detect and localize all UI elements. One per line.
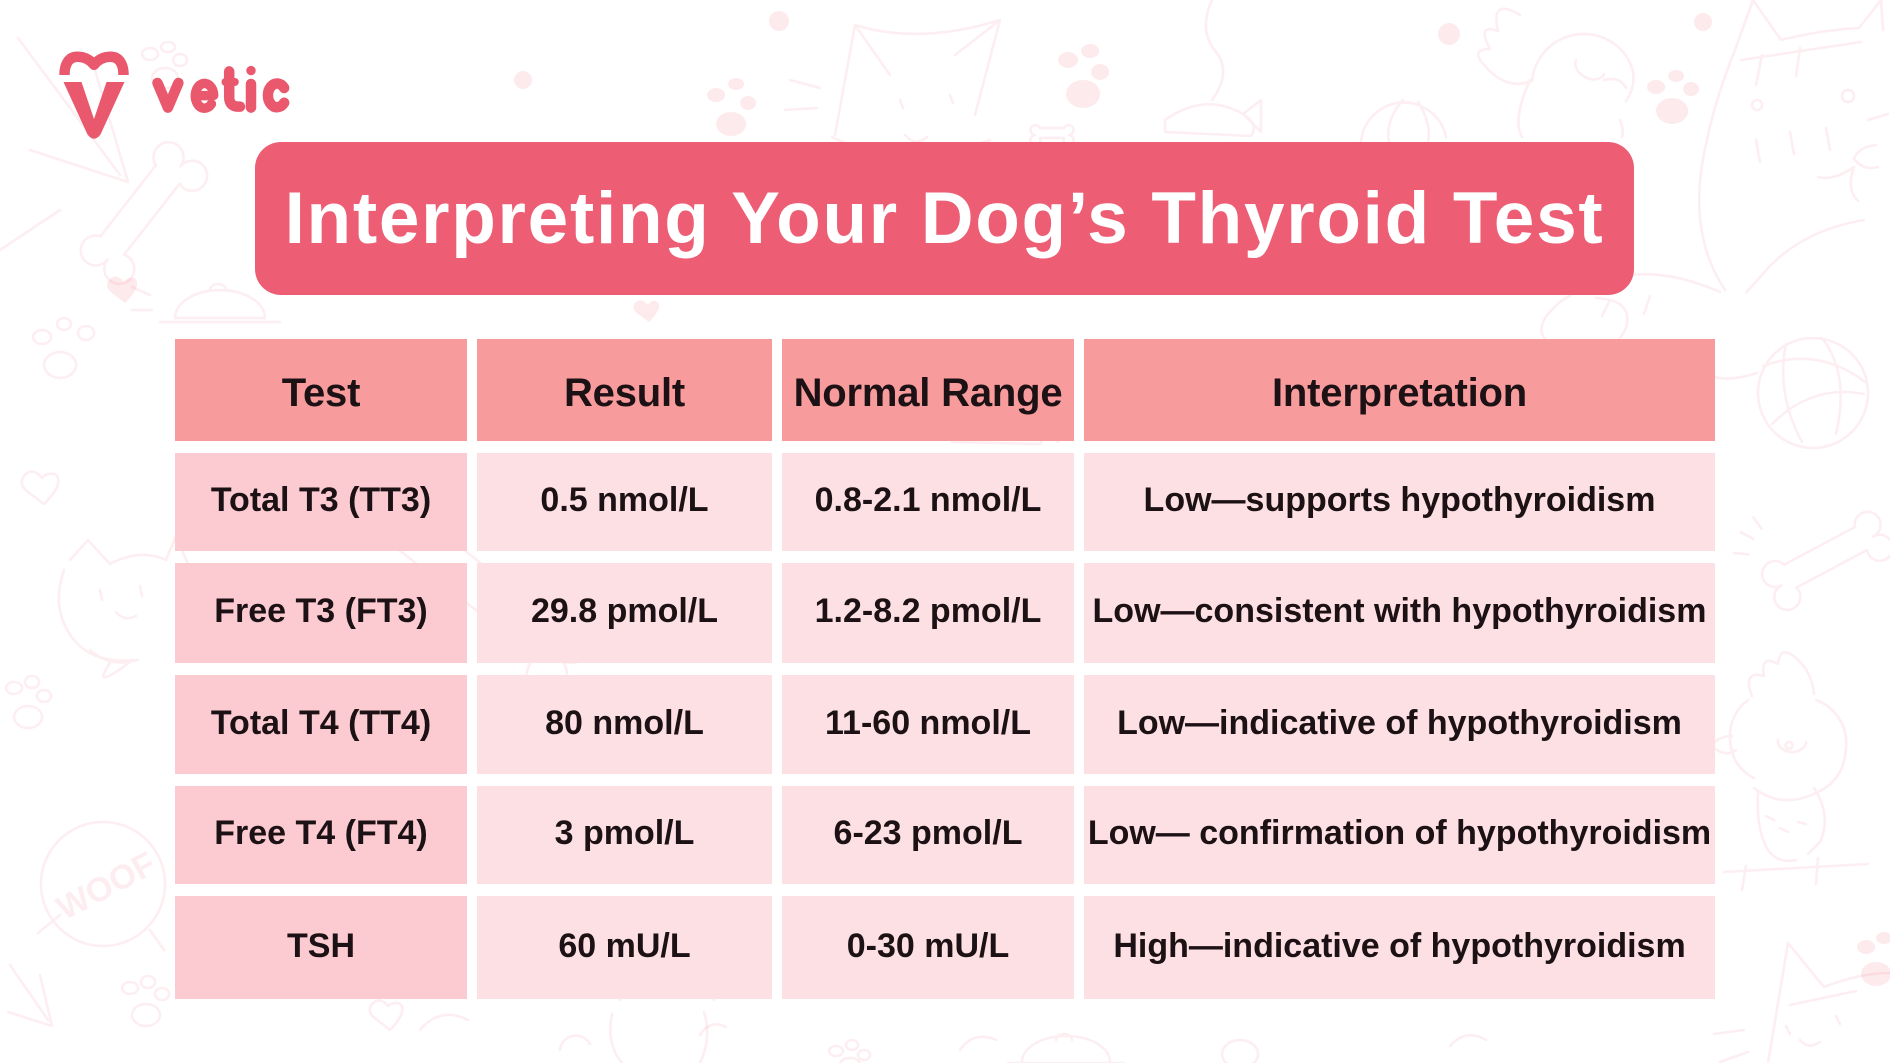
svg-text:WOOF: WOOF (51, 845, 162, 928)
